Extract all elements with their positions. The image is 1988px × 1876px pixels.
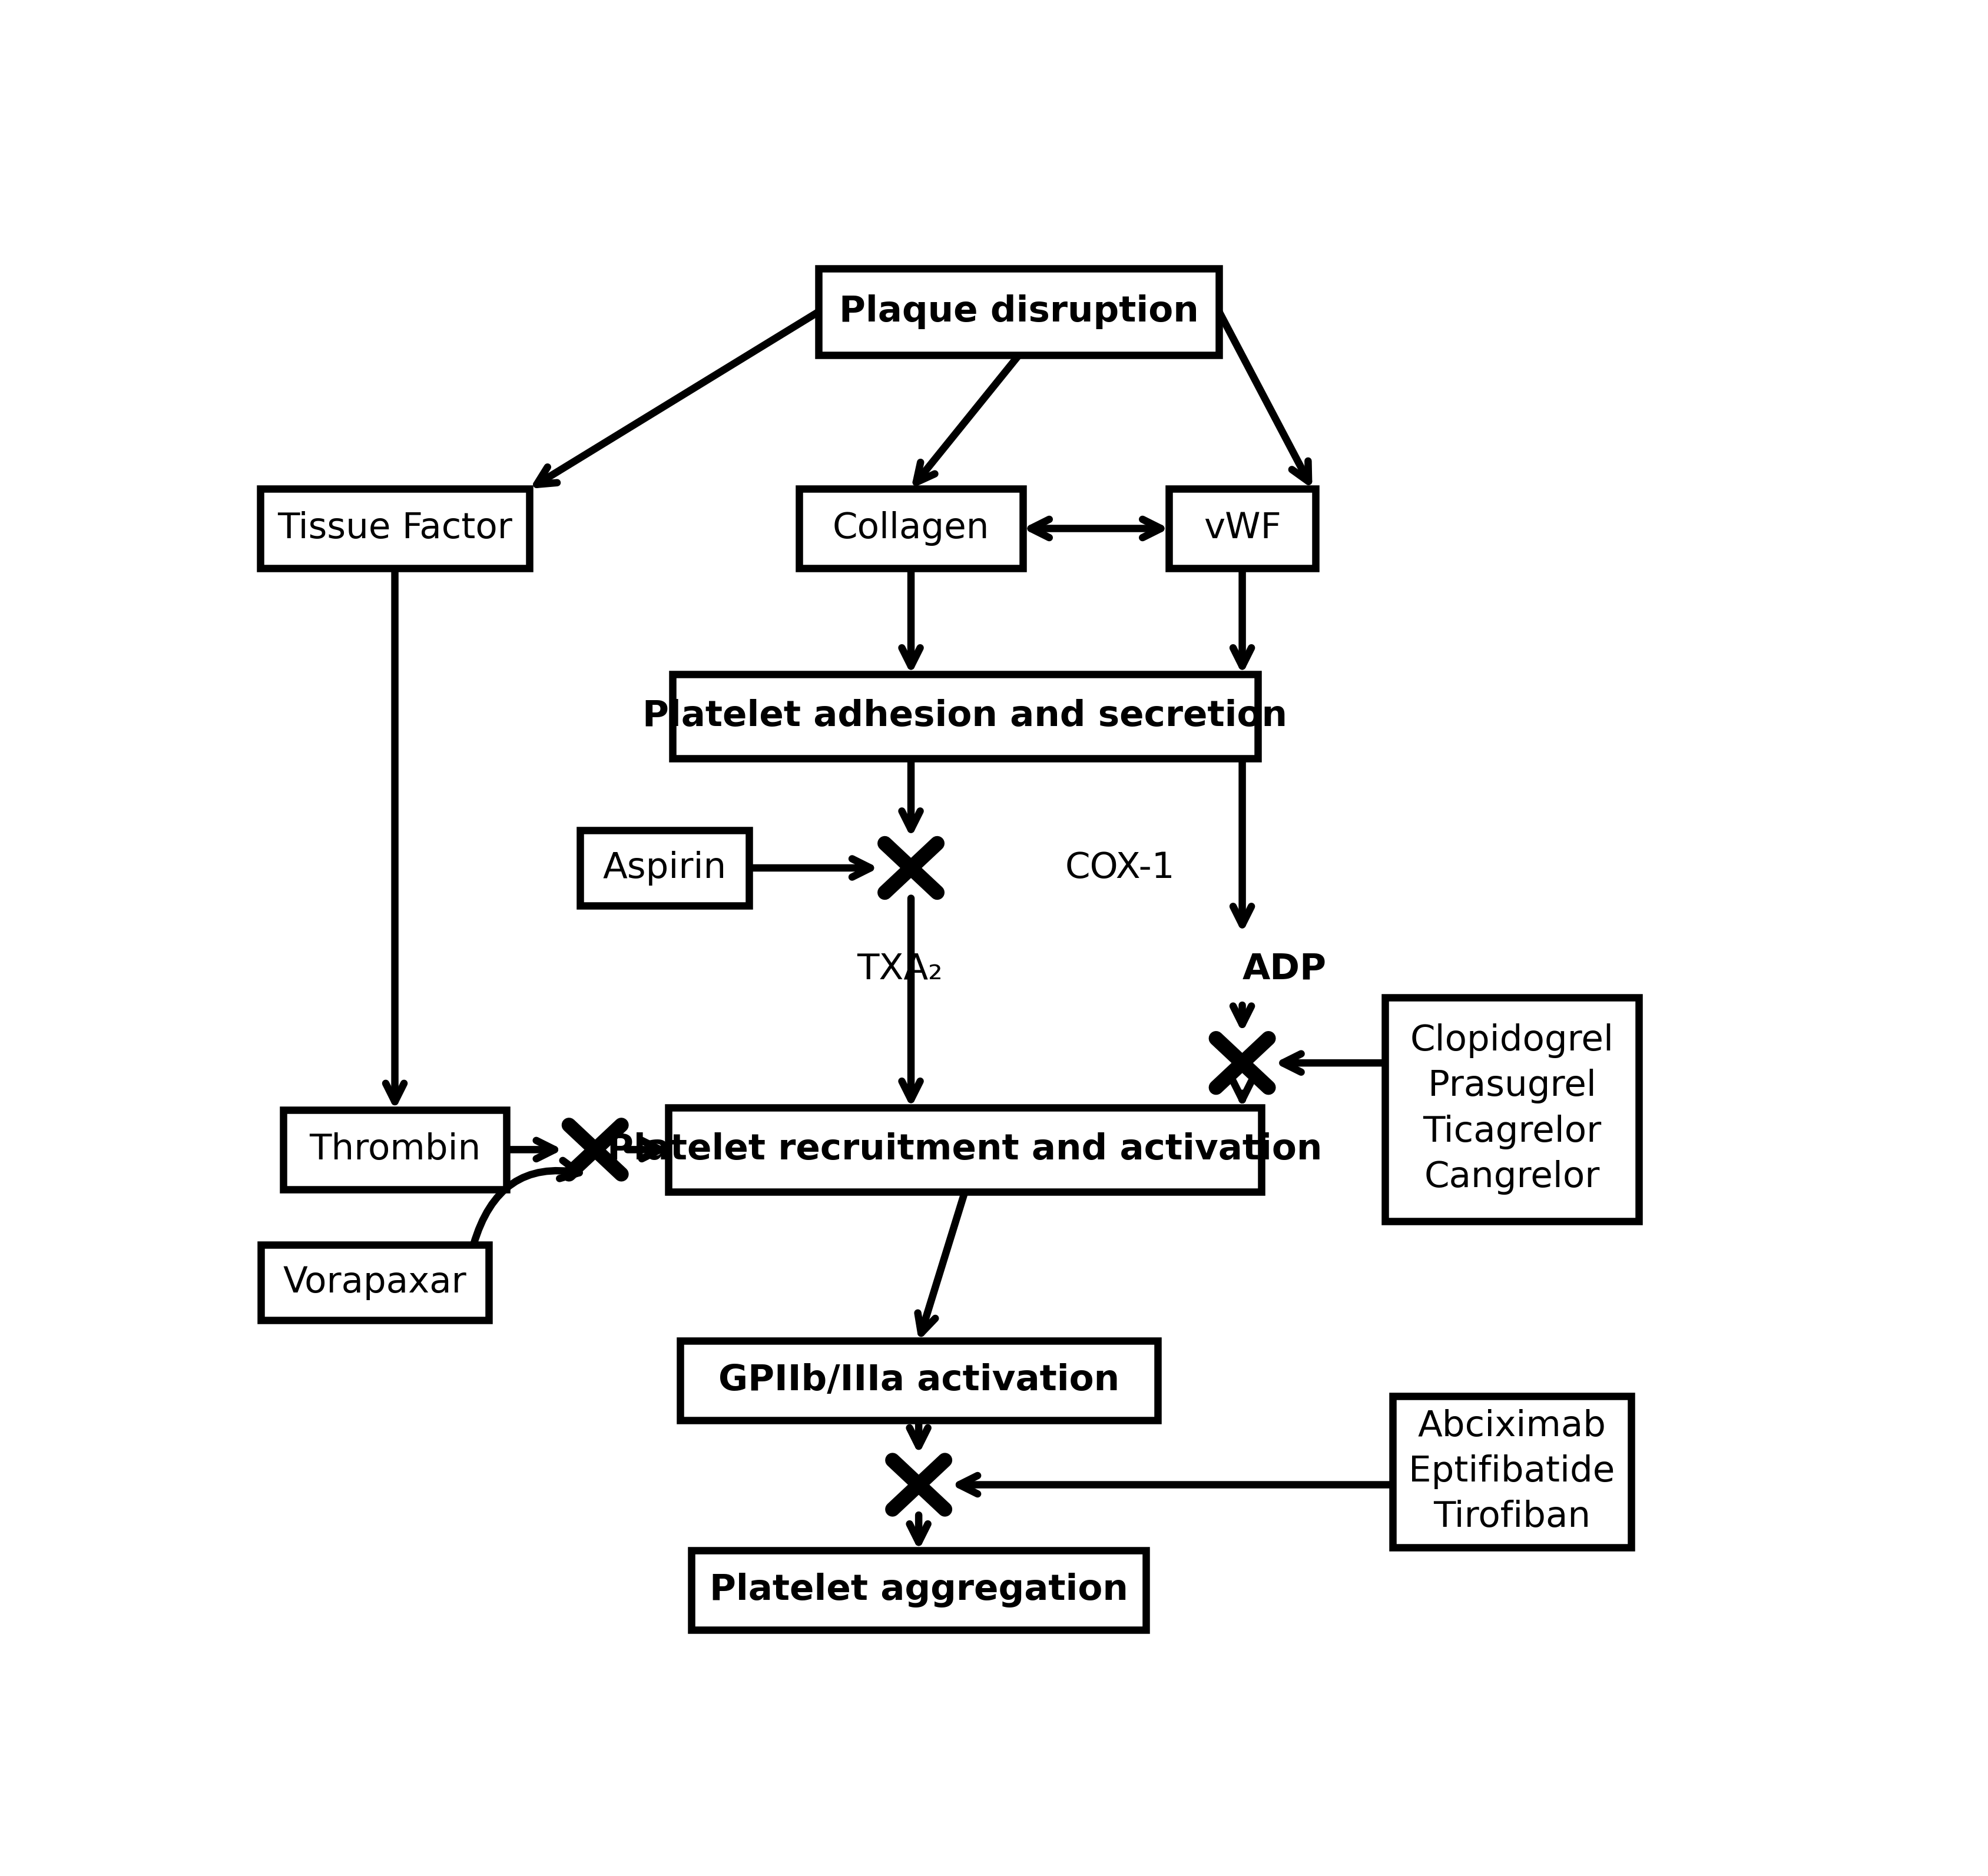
Text: Aspirin: Aspirin <box>602 850 726 885</box>
Text: Clopidogrel
Prasugrel
Ticagrelor
Cangrelor: Clopidogrel Prasugrel Ticagrelor Cangrel… <box>1409 1024 1614 1195</box>
Text: Platelet recruitment and activation: Platelet recruitment and activation <box>608 1133 1322 1167</box>
Bar <box>672 673 1258 758</box>
Bar <box>1386 998 1638 1221</box>
Bar <box>260 490 529 568</box>
Text: vWF: vWF <box>1203 510 1280 546</box>
Text: Tissue Factor: Tissue Factor <box>278 510 513 546</box>
Bar <box>680 1341 1157 1420</box>
Bar <box>668 1107 1262 1191</box>
Bar <box>799 490 1022 568</box>
Bar <box>260 1246 489 1321</box>
Text: Abciximab
Eptifibatide
Tirofiban: Abciximab Eptifibatide Tirofiban <box>1409 1409 1614 1535</box>
Text: Vorapaxar: Vorapaxar <box>282 1264 467 1300</box>
Bar <box>819 268 1219 355</box>
Text: Plaque disruption: Plaque disruption <box>839 295 1199 328</box>
Text: COX-1: COX-1 <box>1066 850 1175 885</box>
Bar <box>1169 490 1316 568</box>
Text: TXA₂: TXA₂ <box>857 951 942 987</box>
Bar <box>1392 1396 1632 1548</box>
Text: Platelet adhesion and secretion: Platelet adhesion and secretion <box>642 700 1288 734</box>
Bar <box>692 1550 1145 1630</box>
Text: Thrombin: Thrombin <box>308 1133 481 1167</box>
Bar <box>580 831 749 906</box>
Text: Collagen: Collagen <box>833 510 990 546</box>
Bar <box>282 1111 507 1189</box>
Text: Platelet aggregation: Platelet aggregation <box>710 1572 1127 1608</box>
Text: ADP: ADP <box>1242 951 1326 987</box>
Text: GPIIb/IIIa activation: GPIIb/IIIa activation <box>718 1364 1119 1398</box>
